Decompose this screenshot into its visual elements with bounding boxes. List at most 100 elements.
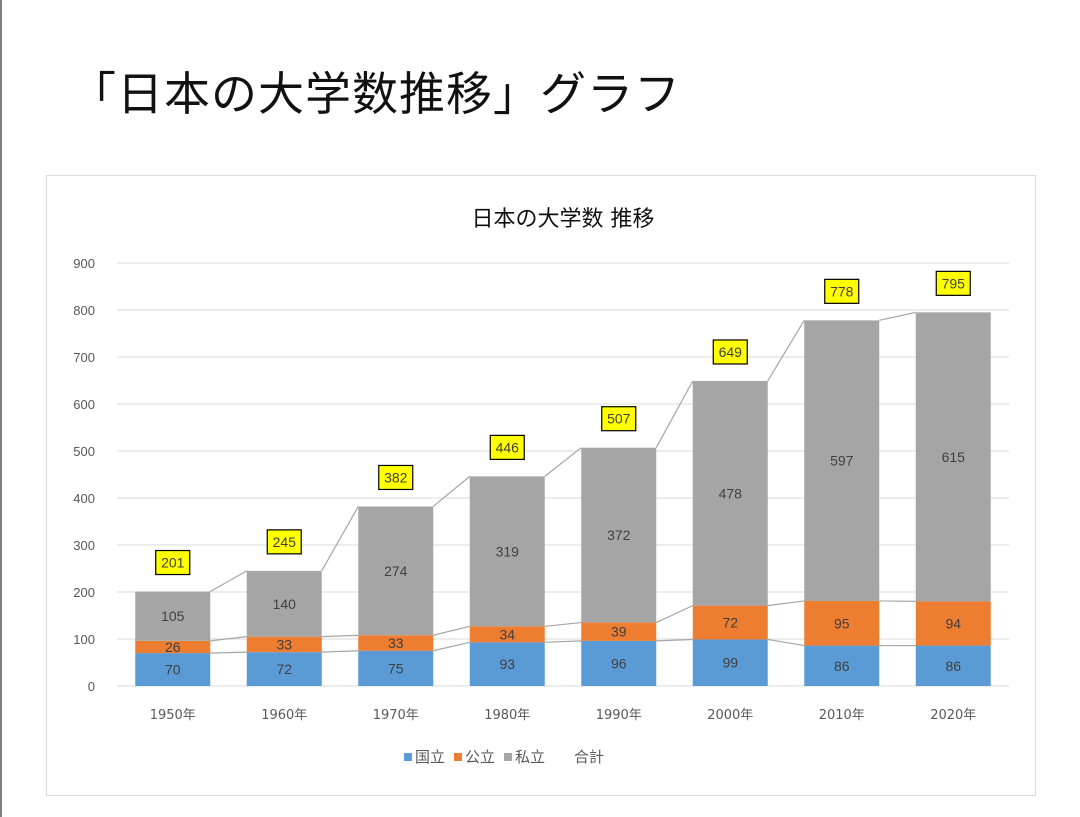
total-label-box bbox=[378, 464, 414, 491]
segment-label: 72 bbox=[276, 661, 292, 677]
bar-segment bbox=[692, 605, 768, 640]
legend-label: 合計 bbox=[574, 748, 604, 766]
bar-segment bbox=[915, 601, 991, 646]
total-label-box bbox=[489, 434, 525, 460]
series-line bbox=[321, 506, 359, 572]
series-line bbox=[321, 634, 359, 638]
legend-label: 公立 bbox=[465, 748, 495, 766]
total-label: 201 bbox=[161, 555, 185, 571]
total-label-box bbox=[935, 270, 971, 296]
bar-segment bbox=[581, 447, 657, 623]
y-axis: 0 100 200 300 400 500 600 700 800 900 bbox=[73, 256, 95, 694]
bar-segment bbox=[581, 640, 657, 686]
total-label: 245 bbox=[273, 534, 297, 550]
x-tick-label: 2020年 bbox=[930, 708, 976, 723]
series-line bbox=[433, 641, 470, 652]
bar-segment bbox=[135, 653, 211, 686]
segment-label: 274 bbox=[384, 563, 408, 579]
segment-label: 615 bbox=[942, 449, 966, 465]
series-line bbox=[656, 638, 693, 642]
segment-label: 26 bbox=[165, 639, 181, 655]
series-line bbox=[879, 311, 916, 321]
segment-label: 33 bbox=[276, 636, 292, 652]
legend-label: 私立 bbox=[515, 748, 545, 766]
stacked-bar-chart: 日本の大学数 推移 0 100 200 300 400 500 600 700 800 900 7… bbox=[73, 207, 1009, 766]
y-tick-label: 800 bbox=[73, 303, 95, 318]
segment-label: 86 bbox=[834, 658, 850, 674]
bar-segment bbox=[135, 640, 211, 654]
bar-segment bbox=[915, 645, 991, 686]
segment-label: 33 bbox=[388, 635, 404, 651]
bar-segment bbox=[804, 600, 880, 646]
legend-swatch bbox=[404, 753, 412, 761]
y-tick-label: 0 bbox=[88, 679, 95, 694]
y-tick-label: 100 bbox=[73, 632, 95, 647]
segment-label: 99 bbox=[722, 655, 738, 671]
y-tick-label: 300 bbox=[73, 538, 95, 553]
series-line bbox=[544, 621, 582, 627]
series-line bbox=[210, 636, 247, 642]
total-label: 649 bbox=[719, 344, 743, 360]
total-label-box bbox=[712, 339, 748, 365]
x-tick-label: 1970年 bbox=[373, 708, 419, 723]
total-label: 778 bbox=[830, 283, 854, 299]
x-axis: 1950年 1960年 1970年 1980年 1990年 2000年 2010年 2020年 bbox=[150, 708, 977, 723]
series-line bbox=[432, 475, 471, 507]
total-label-box bbox=[155, 549, 191, 576]
series-line bbox=[209, 570, 248, 593]
series-line bbox=[210, 651, 247, 654]
y-tick-label: 700 bbox=[73, 350, 95, 365]
legend: 国立 公立 私立 合計 bbox=[404, 748, 604, 766]
bar-segment bbox=[358, 506, 434, 636]
bar-segment bbox=[469, 642, 545, 686]
bar-segment bbox=[246, 636, 322, 653]
series-lines bbox=[209, 311, 916, 654]
series-line bbox=[767, 320, 805, 382]
y-tick-label: 200 bbox=[73, 585, 95, 600]
series-line bbox=[544, 447, 582, 477]
y-tick-label: 900 bbox=[73, 256, 95, 271]
bar-segment bbox=[692, 380, 768, 606]
bar-segment bbox=[581, 622, 657, 641]
segment-label: 94 bbox=[945, 615, 961, 631]
series-line bbox=[433, 625, 470, 636]
total-label: 507 bbox=[607, 411, 631, 427]
segment-label: 70 bbox=[165, 662, 181, 678]
bars bbox=[135, 312, 991, 686]
bar-segment bbox=[469, 626, 545, 643]
segment-label: 86 bbox=[945, 658, 961, 674]
x-tick-label: 2000年 bbox=[707, 708, 753, 723]
series-line bbox=[544, 640, 582, 643]
series-line bbox=[655, 605, 694, 624]
total-label: 446 bbox=[496, 439, 520, 455]
segment-label: 75 bbox=[388, 660, 404, 676]
series-line bbox=[767, 638, 805, 647]
x-tick-label: 1950年 bbox=[150, 708, 196, 723]
segment-label: 597 bbox=[830, 453, 854, 469]
y-tick-label: 400 bbox=[73, 491, 95, 506]
segment-label: 478 bbox=[719, 485, 743, 501]
bar-segment bbox=[358, 635, 434, 651]
bar-segment bbox=[804, 320, 880, 601]
segment-label: 372 bbox=[607, 527, 631, 543]
bar-segment bbox=[358, 650, 434, 686]
total-label-box bbox=[601, 406, 637, 432]
total-label-box bbox=[824, 278, 860, 304]
bar-segment bbox=[915, 312, 991, 602]
legend-swatch bbox=[454, 753, 462, 761]
segment-label: 96 bbox=[611, 655, 627, 671]
segment-label: 319 bbox=[496, 543, 520, 559]
bar-segment bbox=[135, 591, 211, 641]
legend-label: 国立 bbox=[415, 748, 445, 766]
total-label: 382 bbox=[384, 469, 408, 485]
y-tick-label: 600 bbox=[73, 397, 95, 412]
data-labels: 70 26 105 201 72 33 140 245 75 33 274 382 93 34 319 446… bbox=[155, 270, 971, 678]
x-tick-label: 1990年 bbox=[596, 708, 642, 723]
series-line bbox=[767, 600, 805, 607]
series-line bbox=[655, 380, 694, 448]
x-tick-label: 1960年 bbox=[261, 708, 307, 723]
chart-container: 日本の大学数 推移 0 100 200 300 400 500 600 700 800 900 7… bbox=[46, 175, 1036, 796]
chart-title: 日本の大学数 推移 bbox=[472, 207, 655, 232]
slide-title: 「日本の大学数推移」グラフ bbox=[70, 67, 681, 121]
bar-segment bbox=[246, 652, 322, 686]
